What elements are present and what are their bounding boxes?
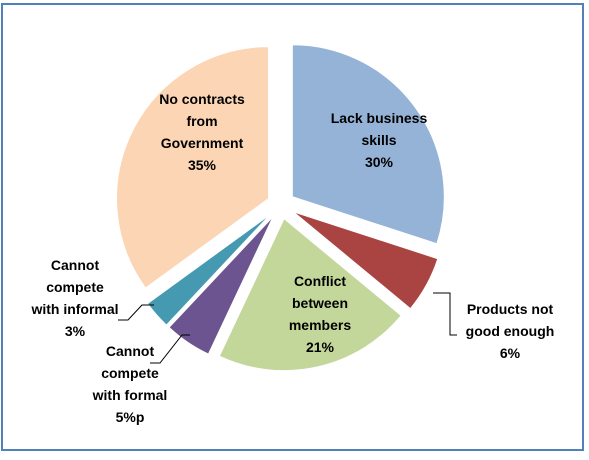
slice-label-line: 5%p	[116, 409, 145, 425]
slice-label-5: No contracts from Government 35%	[159, 91, 245, 173]
slice-label-line: 6%	[500, 345, 521, 361]
slice-label-0: Lack business skills 30%	[331, 110, 428, 170]
slice-label-line: Lack business	[331, 110, 428, 126]
slice-label-line: skills	[361, 132, 396, 148]
slice-label-line: between	[292, 295, 348, 311]
slice-label-line: 21%	[306, 339, 335, 355]
slice-label-line: Cannot	[51, 257, 100, 273]
slice-label-line: good enough	[466, 323, 555, 339]
leader-line-3	[150, 334, 190, 364]
leader-line-4	[118, 304, 154, 321]
slice-label-line: Cannot	[106, 343, 155, 359]
slice-label-2: Conflict between members 21%	[289, 273, 351, 355]
slice-label-line: Products not	[467, 301, 554, 317]
pie-slice-3	[168, 216, 274, 355]
slice-label-line: Government	[161, 135, 244, 151]
slice-label-line: Conflict	[294, 273, 346, 289]
slice-label-4: Cannot compete with informal 3%	[30, 257, 118, 339]
leader-line-1	[433, 292, 457, 336]
slice-label-line: from	[186, 113, 217, 129]
slice-label-1: Products not good enough 6%	[466, 301, 555, 361]
slice-label-line: with formal	[92, 387, 168, 403]
slice-label-line: members	[289, 317, 351, 333]
slice-label-line: 30%	[365, 154, 394, 170]
slice-label-line: 3%	[65, 323, 86, 339]
pie-slice-2	[218, 217, 402, 372]
slice-label-line: compete	[46, 279, 104, 295]
slice-label-line: 35%	[188, 157, 217, 173]
slice-label-line: compete	[101, 365, 159, 381]
slice-label-line: No contracts	[159, 91, 245, 107]
slice-label-line: with informal	[30, 301, 118, 317]
pie-slice-0	[291, 44, 445, 245]
pie-slice-4	[146, 213, 271, 326]
slice-label-3: Cannot compete with formal 5%p	[92, 343, 168, 425]
pie-slice-5	[116, 46, 270, 289]
pie-slice-1	[292, 211, 439, 310]
